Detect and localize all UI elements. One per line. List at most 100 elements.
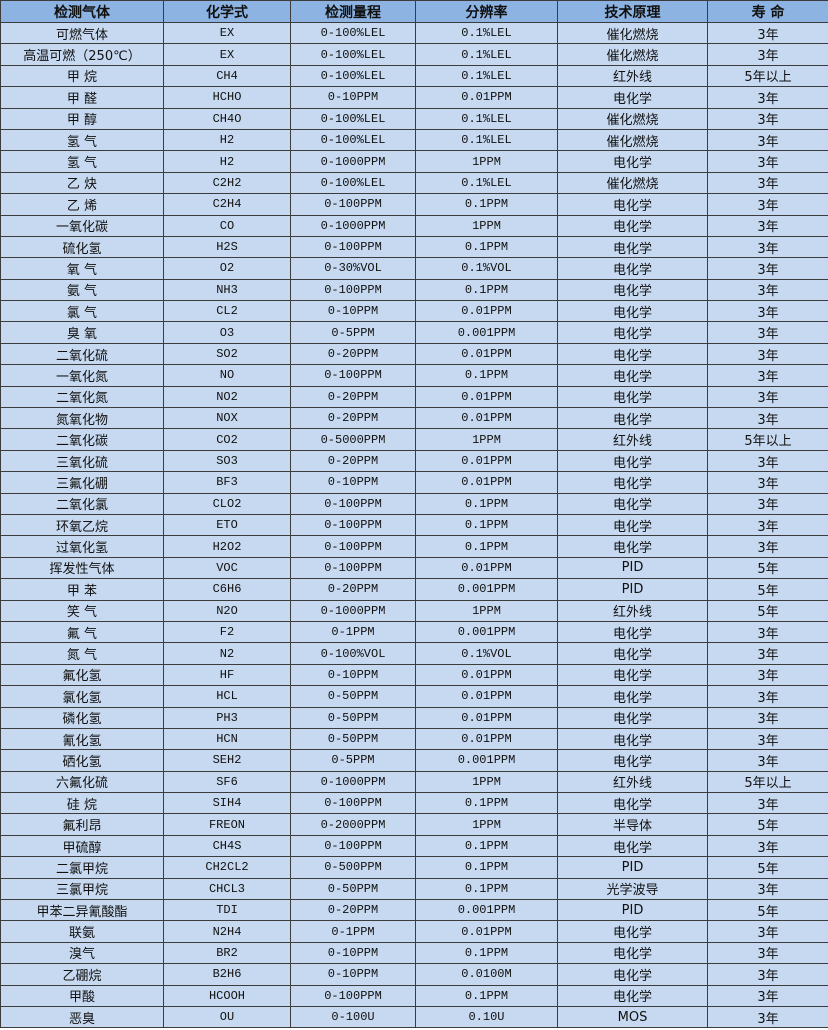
cell-principle: 红外线 [557, 428, 708, 451]
table-row: 一氧化碳 CO 0-1000PPM 1PPM 电化学 3年 [0, 214, 828, 237]
cell-resolution: 0.01PPM [415, 407, 558, 430]
cell-resolution: 0.01PPM [415, 727, 558, 751]
table-row: 硫化氢 H2S 0-100PPM 0.1PPM 电化学 3年 [0, 235, 828, 259]
cell-principle: 电化学 [557, 749, 708, 772]
cell-principle: PID [557, 578, 708, 601]
table-row: 氮氧化物 NOX 0-20PPM 0.01PPM 电化学 3年 [0, 407, 828, 430]
cell-gas-name: 笑 气 [0, 599, 164, 622]
cell-lifespan: 5年 [707, 856, 828, 879]
cell-formula: NH3 [163, 278, 291, 302]
cell-lifespan: 3年 [707, 1005, 828, 1029]
cell-range: 0-2000PPM [290, 813, 416, 836]
table-row: 二氧化碳 CO2 0-5000PPM 1PPM 红外线 5年以上 [0, 428, 828, 451]
cell-lifespan: 5年以上 [707, 428, 828, 451]
cell-formula: O2 [163, 257, 291, 280]
cell-resolution: 0.1PPM [415, 984, 558, 1007]
cell-formula: NO2 [163, 385, 291, 409]
cell-gas-name: 甲苯二异氰酸酯 [0, 899, 164, 922]
cell-gas-name: 二氧化氯 [0, 492, 164, 515]
cell-principle: 红外线 [557, 599, 708, 622]
cell-lifespan: 5年 [707, 599, 828, 622]
cell-principle: 电化学 [557, 278, 708, 302]
cell-resolution: 0.01PPM [415, 706, 558, 729]
table-row: 甲 苯 C6H6 0-20PPM 0.001PPM PID 5年 [0, 578, 828, 601]
table-row: 笑 气 N2O 0-1000PPM 1PPM 红外线 5年 [0, 599, 828, 622]
cell-formula: N2O [163, 599, 291, 622]
cell-formula: PH3 [163, 706, 291, 729]
cell-formula: EX [163, 21, 291, 45]
cell-principle: 电化学 [557, 492, 708, 515]
cell-principle: 电化学 [557, 920, 708, 943]
cell-resolution: 0.1%VOL [415, 642, 558, 665]
cell-gas-name: 臭 氧 [0, 321, 164, 344]
cell-principle: 电化学 [557, 321, 708, 344]
cell-lifespan: 3年 [707, 727, 828, 751]
cell-resolution: 0.1PPM [415, 792, 558, 815]
cell-lifespan: 3年 [707, 171, 828, 195]
cell-gas-name: 硫化氢 [0, 235, 164, 259]
cell-resolution: 0.001PPM [415, 578, 558, 601]
cell-resolution: 0.1PPM [415, 193, 558, 216]
cell-lifespan: 5年以上 [707, 64, 828, 88]
cell-range: 0-20PPM [290, 342, 416, 366]
cell-formula: C2H2 [163, 171, 291, 195]
cell-gas-name: 三氧化硫 [0, 449, 164, 473]
cell-lifespan: 3年 [707, 471, 828, 494]
cell-range: 0-100PPM [290, 792, 416, 815]
cell-lifespan: 3年 [707, 834, 828, 858]
table-row: 高温可燃（250℃） EX 0-100%LEL 0.1%LEL 催化燃烧 3年 [0, 43, 828, 66]
table-row: 氢 气 H2 0-1000PPM 1PPM 电化学 3年 [0, 150, 828, 173]
cell-range: 0-100%LEL [290, 43, 416, 66]
cell-range: 0-50PPM [290, 877, 416, 901]
cell-formula: SEH2 [163, 749, 291, 772]
cell-range: 0-20PPM [290, 449, 416, 473]
cell-principle: 红外线 [557, 770, 708, 794]
table-row: 乙 烯 C2H4 0-100PPM 0.1PPM 电化学 3年 [0, 193, 828, 216]
cell-range: 0-100PPM [290, 556, 416, 580]
cell-formula: FREON [163, 813, 291, 836]
table-row: 三氟化硼 BF3 0-10PPM 0.01PPM 电化学 3年 [0, 471, 828, 494]
cell-gas-name: 环氧乙烷 [0, 513, 164, 537]
cell-lifespan: 3年 [707, 877, 828, 901]
cell-formula: H2 [163, 128, 291, 152]
cell-gas-name: 三氟化硼 [0, 471, 164, 494]
cell-lifespan: 3年 [707, 128, 828, 152]
cell-range: 0-1000PPM [290, 599, 416, 622]
table-row: 甲酸 HCOOH 0-100PPM 0.1PPM 电化学 3年 [0, 984, 828, 1007]
cell-lifespan: 3年 [707, 235, 828, 259]
cell-resolution: 0.01PPM [415, 663, 558, 687]
table-row: 三氯甲烷 CHCL3 0-50PPM 0.1PPM 光学波导 3年 [0, 877, 828, 901]
table-row: 挥发性气体 VOC 0-100PPM 0.01PPM PID 5年 [0, 556, 828, 580]
cell-range: 0-1000PPM [290, 214, 416, 237]
cell-formula: CH4 [163, 64, 291, 88]
cell-range: 0-100PPM [290, 364, 416, 387]
cell-formula: VOC [163, 556, 291, 580]
cell-formula: O3 [163, 321, 291, 344]
cell-gas-name: 挥发性气体 [0, 556, 164, 580]
cell-resolution: 0.1PPM [415, 278, 558, 302]
cell-lifespan: 3年 [707, 214, 828, 237]
table-row: 臭 氧 O3 0-5PPM 0.001PPM 电化学 3年 [0, 321, 828, 344]
table-row: 二氧化氮 NO2 0-20PPM 0.01PPM 电化学 3年 [0, 385, 828, 409]
cell-formula: C6H6 [163, 578, 291, 601]
cell-formula: CO [163, 214, 291, 237]
cell-principle: 催化燃烧 [557, 128, 708, 152]
header-range: 检测量程 [290, 0, 416, 23]
table-row: 氮 气 N2 0-100%VOL 0.1%VOL 电化学 3年 [0, 642, 828, 665]
cell-resolution: 0.1PPM [415, 364, 558, 387]
cell-gas-name: 氨 气 [0, 278, 164, 302]
cell-principle: 催化燃烧 [557, 171, 708, 195]
table-row: 氰化氢 HCN 0-50PPM 0.01PPM 电化学 3年 [0, 727, 828, 751]
cell-gas-name: 一氧化氮 [0, 364, 164, 387]
cell-lifespan: 3年 [707, 663, 828, 687]
cell-formula: H2 [163, 150, 291, 173]
cell-lifespan: 3年 [707, 535, 828, 558]
cell-resolution: 0.01PPM [415, 86, 558, 109]
cell-principle: 电化学 [557, 385, 708, 409]
cell-range: 0-5PPM [290, 321, 416, 344]
cell-principle: PID [557, 556, 708, 580]
header-resolution: 分辨率 [415, 0, 558, 23]
cell-gas-name: 高温可燃（250℃） [0, 43, 164, 66]
cell-range: 0-20PPM [290, 407, 416, 430]
table-row: 过氧化氢 H2O2 0-100PPM 0.1PPM 电化学 3年 [0, 535, 828, 558]
